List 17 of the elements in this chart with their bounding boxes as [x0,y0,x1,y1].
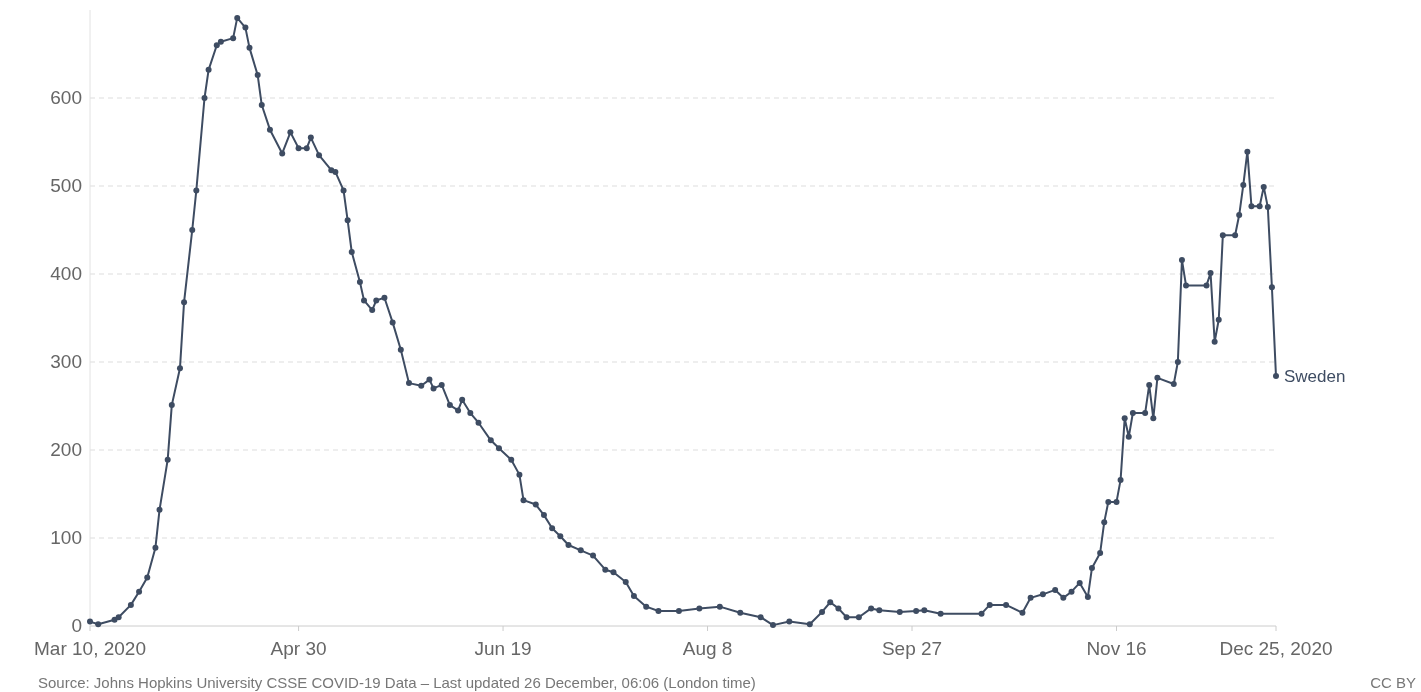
x-tick-label: Apr 30 [270,638,327,659]
series-label: Sweden [1284,367,1346,387]
x-tick-label: Mar 10, 2020 [34,638,146,659]
y-tick-label: 400 [50,263,82,284]
y-tick-label: 600 [50,87,82,108]
y-tick-label: 200 [50,439,82,460]
y-tick-label: 0 [71,615,82,636]
y-tick-label: 300 [50,351,82,372]
x-tick-label: Sep 27 [881,638,943,659]
source-note: Source: Johns Hopkins University CSSE COVID-19 Data – Last updated 26 December, 06:06 (London time) [38,674,756,691]
y-tick-label: 100 [50,527,82,548]
x-tick-label: Dec 25, 2020 [1219,638,1333,659]
y-tick-label: 500 [50,175,82,196]
x-tick-label: Aug 8 [682,638,733,659]
x-tick-label: Jun 19 [474,638,532,659]
x-tick-label: Nov 16 [1086,638,1147,659]
text: CC BY [1370,674,1416,691]
